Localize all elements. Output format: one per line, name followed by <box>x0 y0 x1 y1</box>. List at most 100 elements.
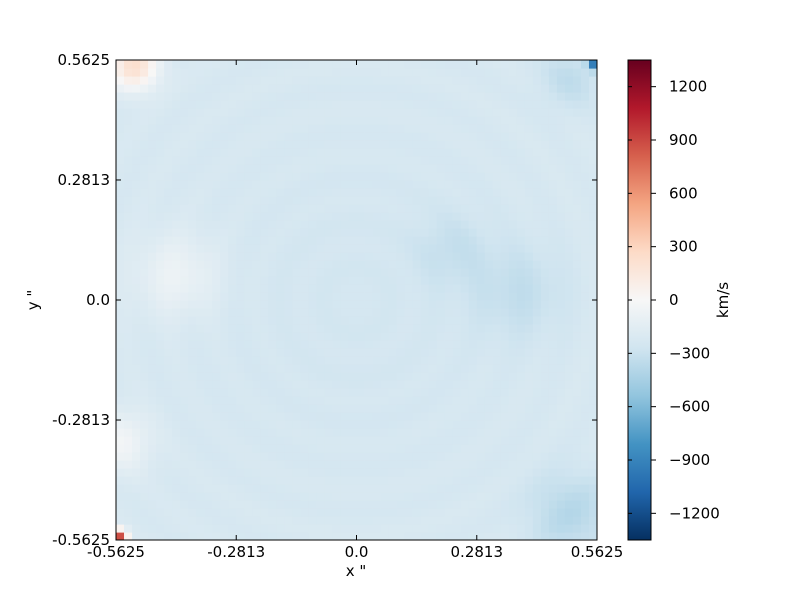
heatmap-cell <box>196 516 205 525</box>
heatmap-cell <box>396 244 406 253</box>
heatmap-cell <box>420 332 430 341</box>
heatmap-cell <box>476 252 486 261</box>
heatmap-cell <box>428 444 438 453</box>
heatmap-cell <box>396 284 406 293</box>
heatmap-cell <box>188 524 197 533</box>
heatmap-cell <box>188 180 197 189</box>
heatmap-cell <box>532 268 542 277</box>
heatmap-cell <box>540 420 550 429</box>
heatmap-cell <box>396 364 406 373</box>
heatmap-cell <box>548 172 558 181</box>
heatmap-cell <box>284 244 293 253</box>
heatmap-cell <box>252 292 261 301</box>
heatmap-cell <box>580 148 590 157</box>
heatmap-cell <box>452 452 462 461</box>
heatmap-cell <box>292 204 301 213</box>
heatmap-cell <box>460 316 470 325</box>
heatmap-cell <box>428 148 438 157</box>
heatmap-cell <box>508 60 518 69</box>
heatmap-cell <box>276 348 285 357</box>
heatmap-cell <box>548 532 558 540</box>
heatmap-cell <box>276 524 285 533</box>
heatmap-cell <box>388 68 398 77</box>
heatmap-cell <box>228 516 237 525</box>
heatmap-cell <box>484 308 494 317</box>
heatmap-cell <box>124 340 133 349</box>
heatmap-cell <box>284 516 293 525</box>
heatmap-cell <box>132 220 141 229</box>
heatmap-cell <box>556 76 566 85</box>
heatmap-cell <box>556 348 566 357</box>
heatmap-cell <box>324 308 334 317</box>
heatmap-cell <box>500 100 510 109</box>
heatmap-cell <box>364 108 374 117</box>
heatmap-cell <box>396 292 406 301</box>
heatmap-cell <box>156 444 165 453</box>
heatmap-cell <box>500 276 510 285</box>
heatmap-cell <box>468 468 478 477</box>
heatmap-cell <box>452 316 462 325</box>
heatmap-cell <box>316 92 326 101</box>
heatmap-cell <box>116 372 125 381</box>
heatmap-cell <box>332 84 342 93</box>
heatmap-cell <box>460 428 470 437</box>
heatmap-cell <box>508 180 518 189</box>
heatmap-cell <box>220 132 229 141</box>
heatmap-cell <box>380 100 390 109</box>
heatmap-cell <box>484 380 494 389</box>
heatmap-cell <box>380 68 390 77</box>
heatmap-cell <box>252 516 261 525</box>
heatmap-cell <box>412 252 422 261</box>
heatmap-cell <box>340 188 350 197</box>
heatmap-cell <box>260 364 269 373</box>
heatmap-cell <box>372 100 382 109</box>
heatmap-cell <box>580 500 590 509</box>
heatmap-cell <box>428 484 438 493</box>
heatmap-cell <box>428 356 438 365</box>
heatmap-cell <box>444 316 454 325</box>
heatmap-cell <box>188 212 197 221</box>
heatmap-cell <box>188 500 197 509</box>
heatmap-cell <box>332 516 342 525</box>
heatmap-cell <box>364 196 374 205</box>
heatmap-cell <box>220 148 229 157</box>
heatmap-cell <box>468 172 478 181</box>
heatmap-cell <box>580 308 590 317</box>
heatmap-cell <box>204 332 213 341</box>
heatmap-cell <box>492 108 502 117</box>
heatmap-cell <box>332 108 342 117</box>
heatmap-cell <box>340 524 350 533</box>
heatmap-cell <box>572 388 582 397</box>
heatmap-cell <box>124 364 133 373</box>
heatmap-cell <box>372 372 382 381</box>
heatmap-cell <box>572 252 582 261</box>
heatmap-cell <box>204 156 213 165</box>
heatmap-cell <box>564 468 574 477</box>
heatmap-cell <box>236 116 245 125</box>
heatmap-cell <box>364 300 374 309</box>
heatmap-cell <box>316 348 326 357</box>
heatmap-cell <box>372 428 382 437</box>
heatmap-cell <box>124 404 133 413</box>
heatmap-cell <box>524 236 534 245</box>
heatmap-cell <box>484 332 494 341</box>
heatmap-cell <box>388 132 398 141</box>
heatmap-cell <box>116 156 125 165</box>
heatmap-cell <box>580 204 590 213</box>
heatmap-cell <box>548 252 558 261</box>
heatmap-cell <box>388 124 398 133</box>
heatmap-cell <box>244 108 253 117</box>
heatmap-cell <box>564 324 574 333</box>
heatmap-cell <box>500 332 510 341</box>
heatmap-cell <box>276 412 285 421</box>
heatmap-cell <box>204 180 213 189</box>
heatmap-cell <box>292 364 301 373</box>
heatmap-cell <box>588 116 597 125</box>
heatmap-cell <box>132 164 141 173</box>
heatmap-cell <box>276 364 285 373</box>
heatmap-cell <box>452 284 462 293</box>
heatmap-cell <box>316 164 326 173</box>
heatmap-cell <box>484 492 494 501</box>
heatmap-cell <box>260 316 269 325</box>
